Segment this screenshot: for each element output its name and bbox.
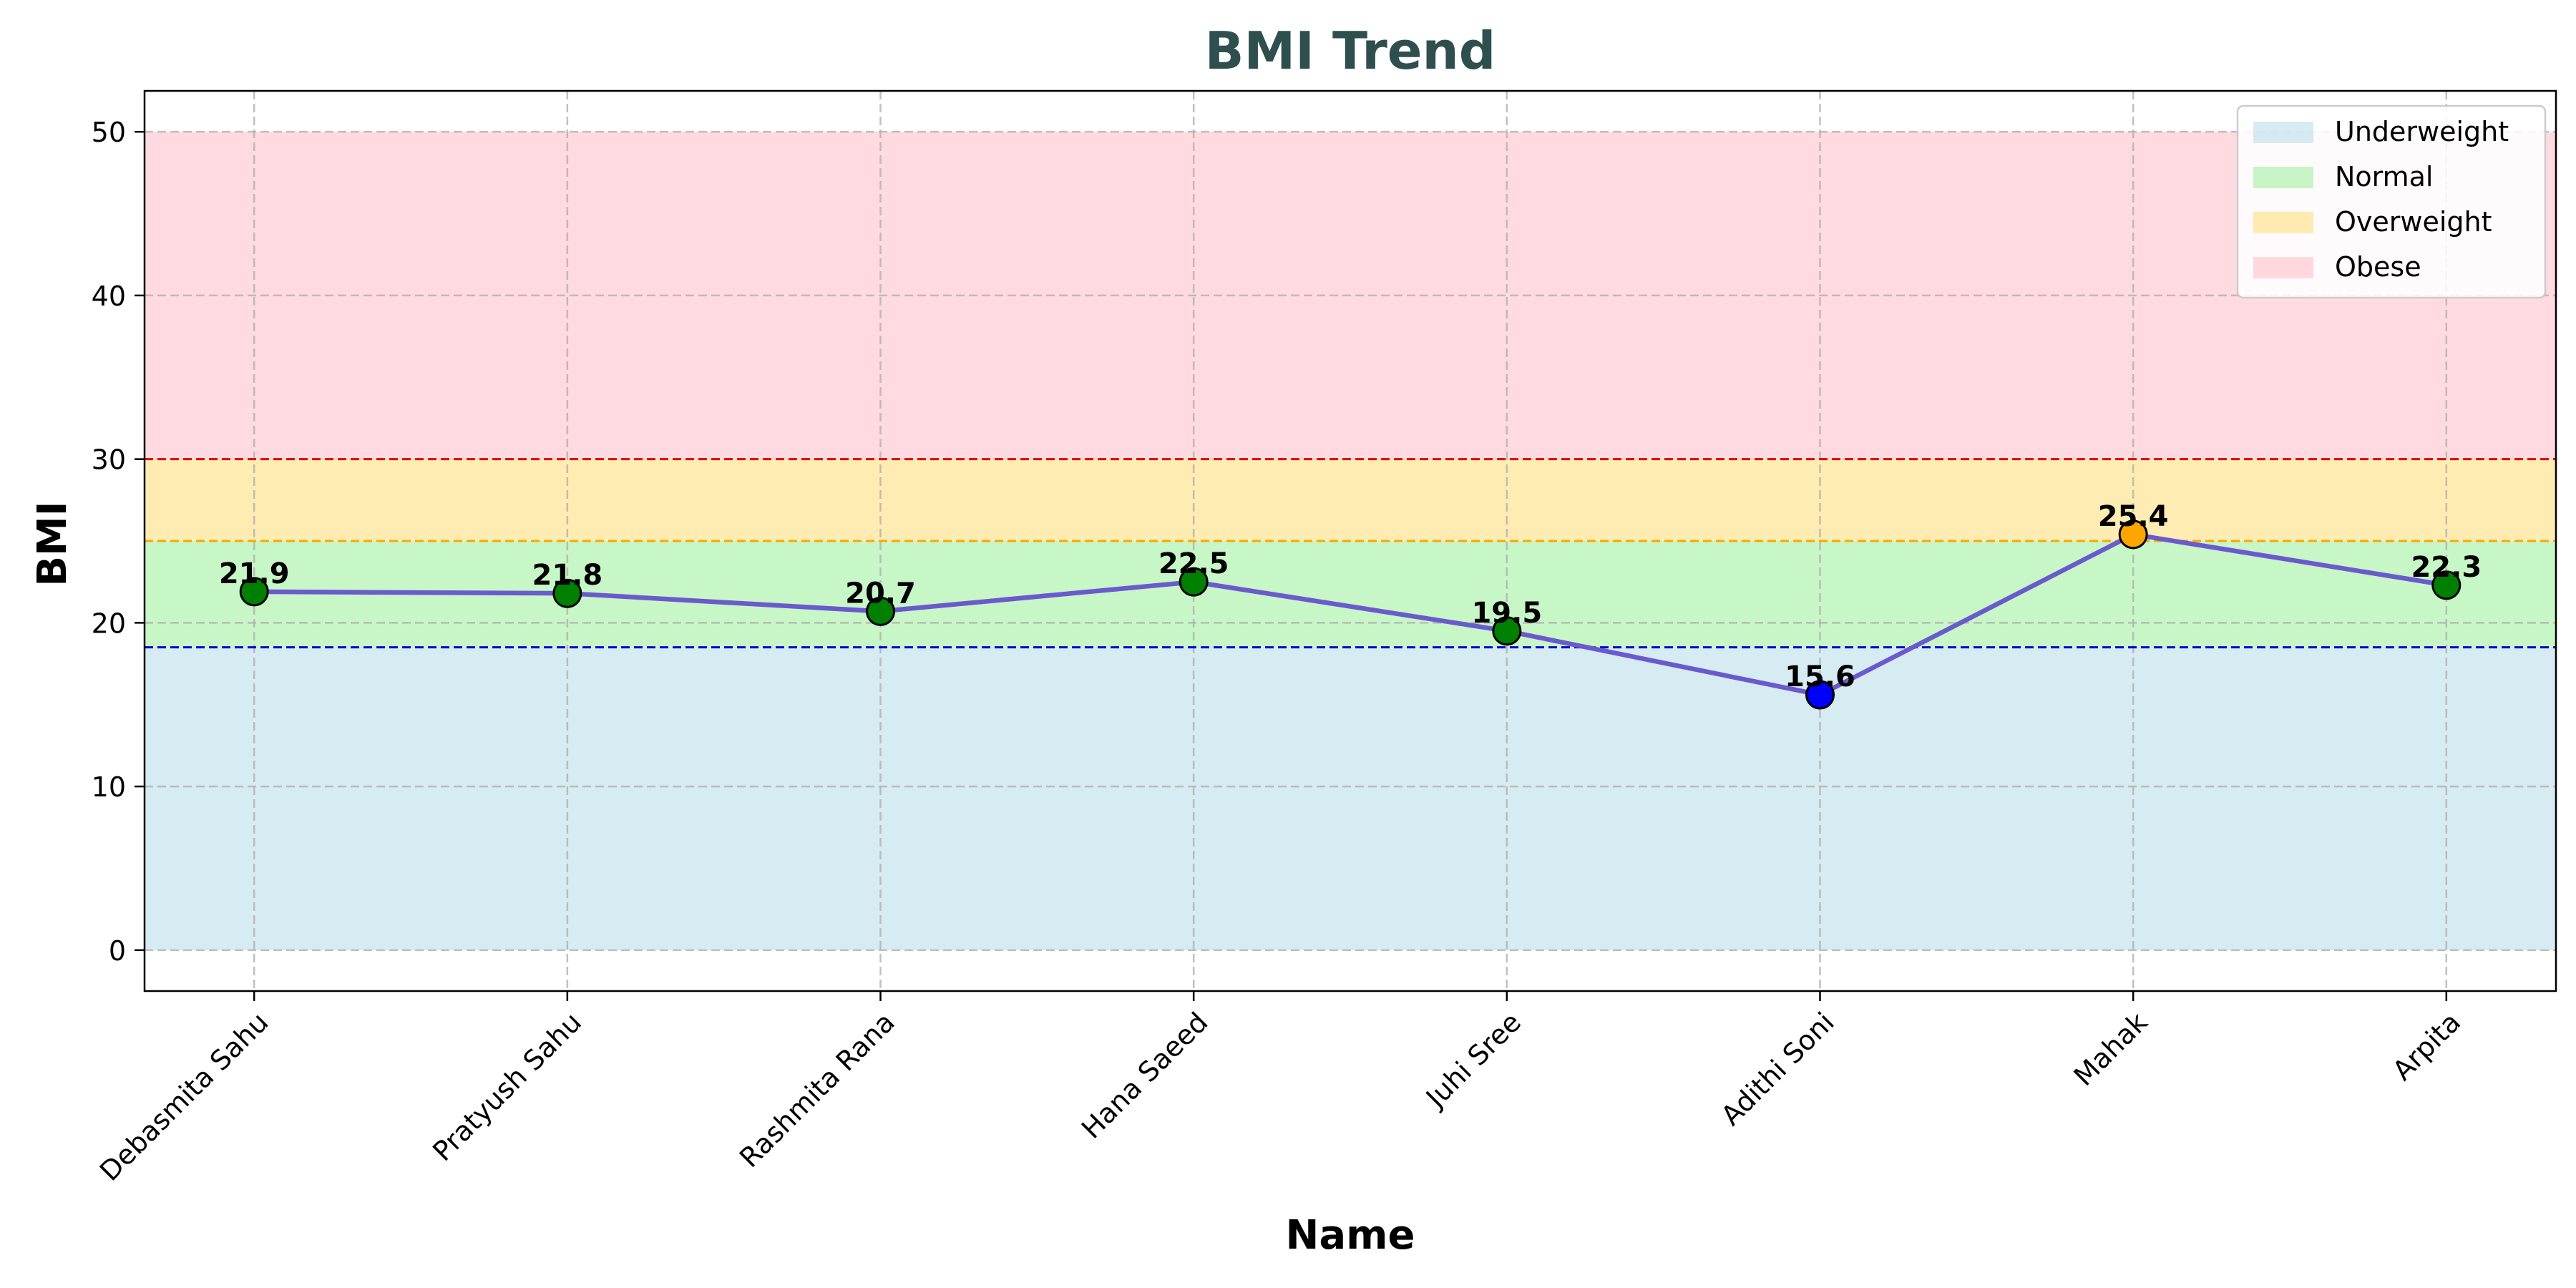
- legend-swatch-overweight: [2253, 212, 2313, 233]
- chart-title: BMI Trend: [1205, 21, 1496, 81]
- data-label: 25.4: [2098, 500, 2169, 533]
- x-tick-label: Hana Saeed: [1075, 1006, 1214, 1144]
- y-tick-label: 50: [92, 117, 126, 148]
- data-point: [866, 596, 896, 626]
- legend-label-obese: Obese: [2335, 251, 2421, 283]
- data-point: [1805, 680, 1835, 710]
- y-tick-label: 0: [109, 935, 126, 967]
- band-overweight: [145, 459, 2556, 541]
- category-bands: [145, 132, 2556, 950]
- data-label: 22.5: [1158, 547, 1229, 580]
- legend-label-underweight: Underweight: [2335, 116, 2509, 147]
- x-tick-label: Juhi Sree: [1419, 1006, 1527, 1114]
- data-point: [239, 577, 269, 607]
- x-tick-label: Pratyush Sahu: [426, 1006, 587, 1167]
- data-point: [1492, 616, 1522, 646]
- legend-label-normal: Normal: [2335, 161, 2434, 192]
- data-label: 15.6: [1785, 660, 1855, 693]
- x-tick-label: Arpita: [2386, 1006, 2467, 1086]
- legend-swatch-normal: [2253, 167, 2313, 188]
- series-line: [254, 532, 2447, 698]
- data-label: 21.9: [219, 557, 290, 590]
- data-label: 19.5: [1471, 597, 1542, 630]
- data-label: 20.7: [845, 577, 916, 610]
- y-axis-label: BMI: [29, 501, 76, 586]
- band-underweight: [145, 647, 2556, 950]
- y-axis-ticks: 0 10 20 30 40 50: [92, 117, 145, 967]
- x-tick-label: Mahak: [2068, 1006, 2154, 1092]
- data-label: 22.3: [2411, 551, 2482, 584]
- data-point: [2431, 570, 2462, 600]
- x-tick-label: Adithi Soni: [1715, 1006, 1840, 1131]
- legend: Underweight Normal Overweight Obese: [2236, 104, 2547, 299]
- y-tick-label: 40: [92, 280, 126, 312]
- threshold-lines: [145, 458, 2556, 649]
- data-point: [2118, 519, 2148, 550]
- data-point: [1179, 567, 1209, 597]
- legend-swatch-underweight: [2253, 122, 2313, 143]
- legend-label-overweight: Overweight: [2335, 206, 2492, 238]
- x-axis-ticks: Debasmita Sahu Pratyush Sahu Rashmita Rana…: [94, 991, 2467, 1187]
- x-tick-label: Debasmita Sahu: [94, 1006, 275, 1187]
- x-tick-label: Rashmita Rana: [733, 1006, 901, 1174]
- legend-swatch-obese: [2253, 257, 2313, 278]
- y-tick-label: 10: [92, 771, 126, 803]
- bmi-series: 21.9 21.8 20.7 22.5 19.5 15.6 25.4 22.3: [219, 500, 2482, 710]
- x-axis-label: Name: [1286, 1212, 1415, 1259]
- legend-box: [2236, 104, 2547, 299]
- data-label: 21.8: [532, 559, 602, 592]
- plot-frame: [143, 89, 2557, 992]
- y-tick-label: 20: [92, 608, 126, 639]
- y-tick-label: 30: [92, 444, 126, 476]
- data-point: [552, 578, 582, 608]
